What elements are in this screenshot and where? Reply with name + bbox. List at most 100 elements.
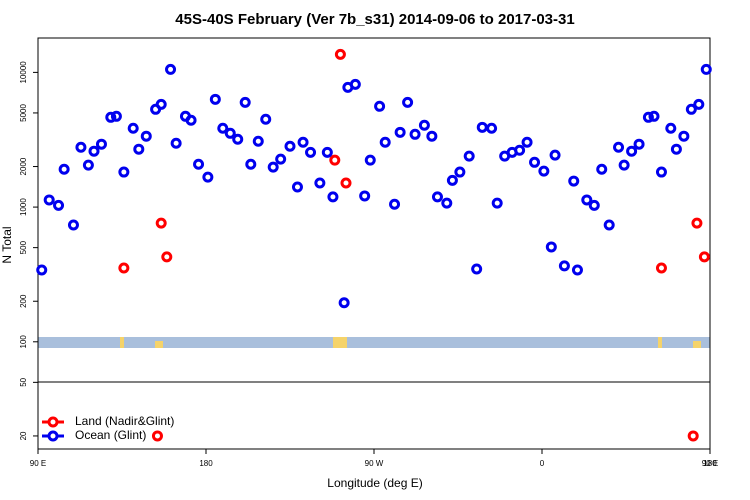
point [224, 127, 236, 139]
point [379, 136, 391, 148]
point [118, 166, 130, 178]
point [691, 217, 703, 229]
point [58, 163, 70, 175]
point [284, 140, 296, 152]
x-tick-label: 0 [540, 459, 545, 468]
point [340, 177, 352, 189]
point [618, 159, 630, 171]
point [349, 78, 361, 90]
point [626, 145, 638, 157]
legend-marker [47, 430, 59, 442]
point [252, 135, 264, 147]
point [700, 63, 712, 75]
point [665, 122, 677, 134]
y-tick-label: 100 [19, 335, 28, 349]
point [127, 122, 139, 134]
point [693, 98, 705, 110]
point [538, 165, 550, 177]
x-tick-label: 90 E [702, 459, 718, 468]
point [338, 297, 350, 309]
y-tick-label: 20 [19, 431, 28, 440]
point [529, 156, 541, 168]
point [514, 144, 526, 156]
point [441, 197, 453, 209]
point [402, 96, 414, 108]
x-tick-label: 90 W [365, 459, 384, 468]
point [471, 263, 483, 275]
point [88, 145, 100, 157]
point [568, 175, 580, 187]
point [209, 93, 221, 105]
point [321, 146, 333, 158]
point [232, 133, 244, 145]
map-strip [38, 337, 710, 348]
point [267, 161, 279, 173]
point [151, 430, 163, 442]
point [359, 190, 371, 202]
y-tick-label: 50 [19, 377, 28, 386]
point [545, 241, 557, 253]
point [133, 143, 145, 155]
point [291, 181, 303, 193]
x-axis-label: Longitude (deg E) [327, 476, 422, 490]
legend-marker [47, 416, 59, 428]
point [110, 110, 122, 122]
point [648, 110, 660, 122]
point [170, 137, 182, 149]
point [239, 96, 251, 108]
x-tick-label: 180 [199, 459, 213, 468]
point [118, 262, 130, 274]
y-tick-label: 2000 [19, 157, 28, 175]
point [426, 130, 438, 142]
point [655, 262, 667, 274]
point [53, 199, 65, 211]
point [297, 136, 309, 148]
point [642, 111, 654, 123]
y-tick-label: 1000 [19, 198, 28, 216]
point [275, 153, 287, 165]
point [571, 264, 583, 276]
point [670, 143, 682, 155]
point [202, 171, 214, 183]
point [75, 141, 87, 153]
point [596, 163, 608, 175]
point [329, 154, 341, 166]
point [161, 251, 173, 263]
point [446, 174, 458, 186]
point [95, 138, 107, 150]
point [588, 199, 600, 211]
point [305, 146, 317, 158]
point [463, 150, 475, 162]
point [687, 430, 699, 442]
point [581, 194, 593, 206]
point [558, 260, 570, 272]
y-tick-label: 500 [19, 240, 28, 254]
point [603, 219, 615, 231]
point [314, 177, 326, 189]
point [394, 126, 406, 138]
y-tick-label: 5000 [19, 103, 28, 121]
point [633, 138, 645, 150]
plot-frame [37, 37, 711, 450]
point [155, 217, 167, 229]
point [193, 158, 205, 170]
point [67, 219, 79, 231]
point [334, 48, 346, 60]
point [140, 130, 152, 142]
point [185, 114, 197, 126]
point [374, 100, 386, 112]
point [549, 149, 561, 161]
legend-label: Land (Nadir&Glint) [75, 414, 174, 428]
y-tick-label: 10000 [19, 61, 28, 84]
point [43, 194, 55, 206]
point [698, 251, 710, 263]
point [476, 121, 488, 133]
x-tick-label: 180 [703, 459, 717, 468]
point [409, 128, 421, 140]
point [685, 103, 697, 115]
point [389, 198, 401, 210]
point [260, 113, 272, 125]
point [521, 136, 533, 148]
point [36, 264, 48, 276]
point [678, 130, 690, 142]
